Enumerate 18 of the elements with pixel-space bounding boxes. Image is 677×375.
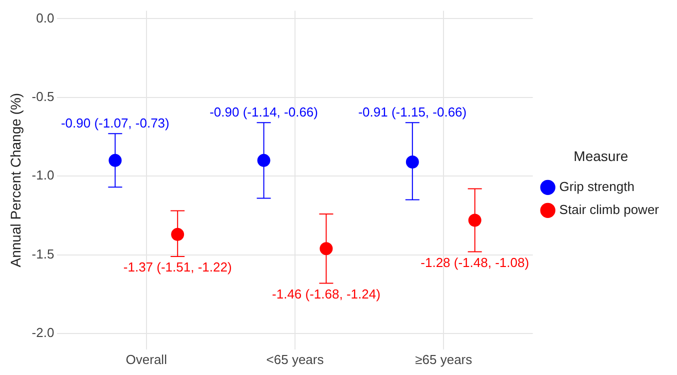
legend-label: Grip strength: [559, 178, 634, 194]
data-label: -1.46 (-1.68, -1.24): [272, 286, 380, 302]
data-label: -1.37 (-1.51, -1.22): [123, 260, 232, 275]
data-label: -0.91 (-1.15, -0.66): [358, 104, 467, 120]
data-label: -1.28 (-1.48, -1.08): [420, 254, 530, 270]
y-tick-label: -1.5: [32, 246, 54, 262]
y-tick-label: -1.0: [32, 168, 54, 183]
y-axis-title: Annual Percent Change (%): [7, 92, 24, 268]
data-label: -0.90 (-1.14, -0.66): [210, 104, 318, 120]
legend-title: Measure: [574, 148, 628, 164]
legend-label: Stair climb power: [559, 202, 660, 217]
data-label: -0.90 (-1.07, -0.73): [60, 116, 170, 131]
x-tick-label: ≥65 years: [415, 352, 473, 367]
y-tick-label: -0.5: [32, 88, 54, 104]
y-tick-label: 0.0: [36, 10, 54, 26]
x-tick-label: <65 years: [266, 352, 324, 367]
y-tick-label: -2.0: [32, 325, 54, 340]
x-tick-label: Overall: [126, 352, 168, 367]
